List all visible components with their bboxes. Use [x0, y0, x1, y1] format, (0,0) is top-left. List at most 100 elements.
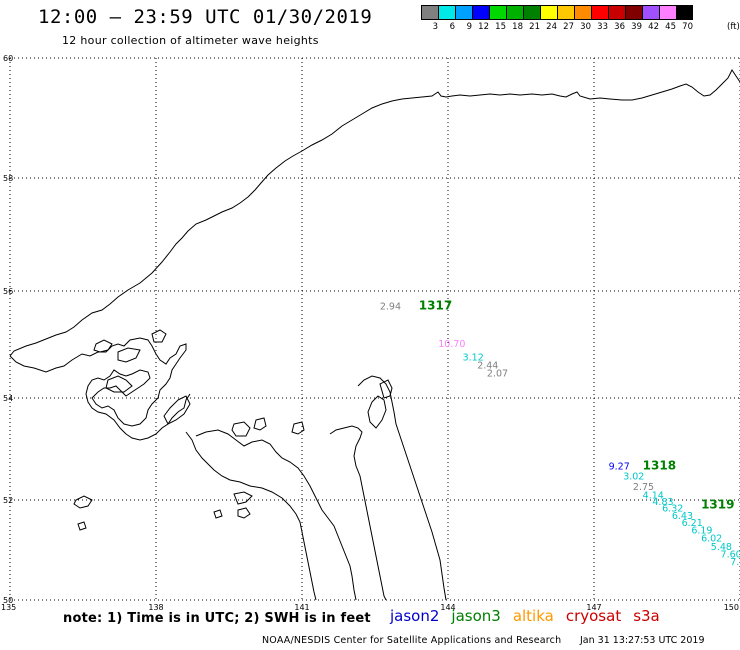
- satellite-jason3: jason3: [451, 607, 501, 625]
- wave-height-label: 9.27: [609, 461, 630, 472]
- wave-height-label: 10.70: [438, 339, 465, 350]
- sakhalin-east: [357, 375, 447, 601]
- wave-height-label: 3.02: [623, 472, 644, 483]
- footer-credit: NOAA/NESDIS Center for Satellite Applica…: [262, 635, 562, 646]
- color-swatch-label: 21: [529, 22, 540, 32]
- satellite-cryosat: cryosat: [565, 607, 622, 625]
- color-swatch-label: 15: [495, 22, 506, 32]
- chart-subtitle: 12 hour collection of altimeter wave hei…: [62, 34, 319, 47]
- latitude-label: 50: [3, 596, 13, 605]
- color-swatch: [625, 5, 642, 20]
- coastline: [9, 69, 740, 601]
- island-9: [73, 495, 93, 509]
- color-swatch-label: 45: [665, 22, 676, 32]
- longitude-label: 150: [724, 603, 739, 612]
- color-swatch-label: 18: [512, 22, 523, 32]
- color-swatch: [523, 5, 540, 20]
- island-10: [233, 491, 253, 505]
- wave-height-label: 2.07: [487, 369, 508, 380]
- color-swatch: [438, 5, 455, 20]
- wave-height-label: 2.44: [477, 361, 498, 372]
- color-swatch: [608, 5, 625, 20]
- longitude-label: 135: [1, 603, 16, 612]
- wave-height-label: 2.94: [380, 302, 401, 313]
- island-7: [253, 417, 267, 431]
- island-1: [93, 339, 113, 353]
- color-swatch-label: 6: [449, 22, 455, 32]
- wave-height-label: 4.14: [643, 490, 664, 501]
- color-swatch: [506, 5, 523, 20]
- island-13: [77, 521, 87, 531]
- wave-height-label: 2.75: [633, 482, 654, 493]
- color-swatch: [557, 5, 574, 20]
- satellite-jason2: jason2: [390, 607, 440, 625]
- color-swatch-label: 42: [648, 22, 659, 32]
- wave-height-label: 7.60: [721, 550, 740, 561]
- island-3: [151, 329, 167, 343]
- color-swatch-label: 24: [546, 22, 557, 32]
- color-scale: [421, 5, 693, 20]
- color-swatch: [642, 5, 659, 20]
- latitude-label: 56: [3, 287, 13, 296]
- coastline-bays: [9, 337, 191, 441]
- island-2: [117, 347, 141, 363]
- color-scale-unit: (ft): [727, 22, 740, 32]
- sakhalin-gulf: [379, 379, 393, 399]
- wave-height-label: 5.48: [711, 542, 732, 553]
- color-swatch-label: 12: [478, 22, 489, 32]
- color-swatch-label: 70: [682, 22, 693, 32]
- color-swatch: [574, 5, 591, 20]
- wave-height-label: 6.02: [701, 534, 722, 545]
- color-swatch-label: 30: [580, 22, 591, 32]
- wave-height-label: 7.3: [730, 557, 740, 568]
- satellite-altika: altika: [512, 607, 554, 625]
- wave-height-label: 6.32: [662, 504, 683, 515]
- color-swatch-label: 33: [597, 22, 608, 32]
- coastline-south: [195, 429, 357, 601]
- observation-labels: 2.94 1317 10.70 3.122.442.07 9.27 13183.022.7…: [380, 299, 740, 568]
- pass-number-label: 1318: [643, 458, 676, 472]
- color-swatch: [421, 5, 438, 20]
- footer-timestamp: Jan 31 13:27:53 UTC 2019: [580, 635, 705, 646]
- longitude-label: 138: [148, 603, 163, 612]
- color-swatch: [455, 5, 472, 20]
- color-scale-labels: 3 6 9 12 15 18 21 24 27 30 33 36 39 42 45 70: [421, 22, 693, 32]
- island-11: [237, 507, 251, 519]
- island-4: [105, 375, 133, 393]
- color-swatch-label: 3: [432, 22, 438, 32]
- longitude-label: 141: [294, 603, 309, 612]
- wave-height-label: 4.83: [652, 497, 673, 508]
- chart-title: 12:00 — 23:59 UTC 01/30/2019: [38, 6, 373, 28]
- latitude-label: 52: [3, 496, 13, 505]
- color-swatch-label: 39: [631, 22, 642, 32]
- wave-height-label: 3.12: [463, 353, 484, 364]
- sakhalin-north: [329, 425, 387, 601]
- coastline-north: [9, 69, 740, 357]
- color-swatch: [540, 5, 557, 20]
- latitude-label: 54: [3, 394, 13, 403]
- color-swatch-label: 9: [466, 22, 472, 32]
- sakhalin-inner: [367, 395, 387, 429]
- island-5: [163, 395, 191, 425]
- satellite-s3a: s3a: [633, 607, 660, 625]
- longitude-label: 144: [440, 603, 455, 612]
- island-12: [213, 509, 223, 519]
- wave-height-label: 6.19: [691, 526, 712, 537]
- satellite-legend: jason2 jason3 altika cryosat s3a: [390, 607, 672, 625]
- note-text: note: 1) Time is in UTC; 2) SWH is in fe…: [63, 611, 371, 626]
- latitude-label: 60: [3, 54, 13, 63]
- longitude-label: 147: [586, 603, 601, 612]
- island-6: [231, 421, 251, 437]
- color-swatch: [659, 5, 676, 20]
- color-swatch: [472, 5, 489, 20]
- island-8: [291, 421, 305, 435]
- pass-number-label: 1319: [701, 498, 734, 512]
- pass-number-label: 1317: [419, 299, 452, 313]
- color-swatch-label: 27: [563, 22, 574, 32]
- wave-height-label: 6.21: [682, 518, 703, 529]
- color-swatch-label: 36: [614, 22, 625, 32]
- coastline-mainland-west: [185, 431, 317, 601]
- color-swatch: [676, 5, 693, 20]
- wave-height-label: 6.43: [672, 511, 693, 522]
